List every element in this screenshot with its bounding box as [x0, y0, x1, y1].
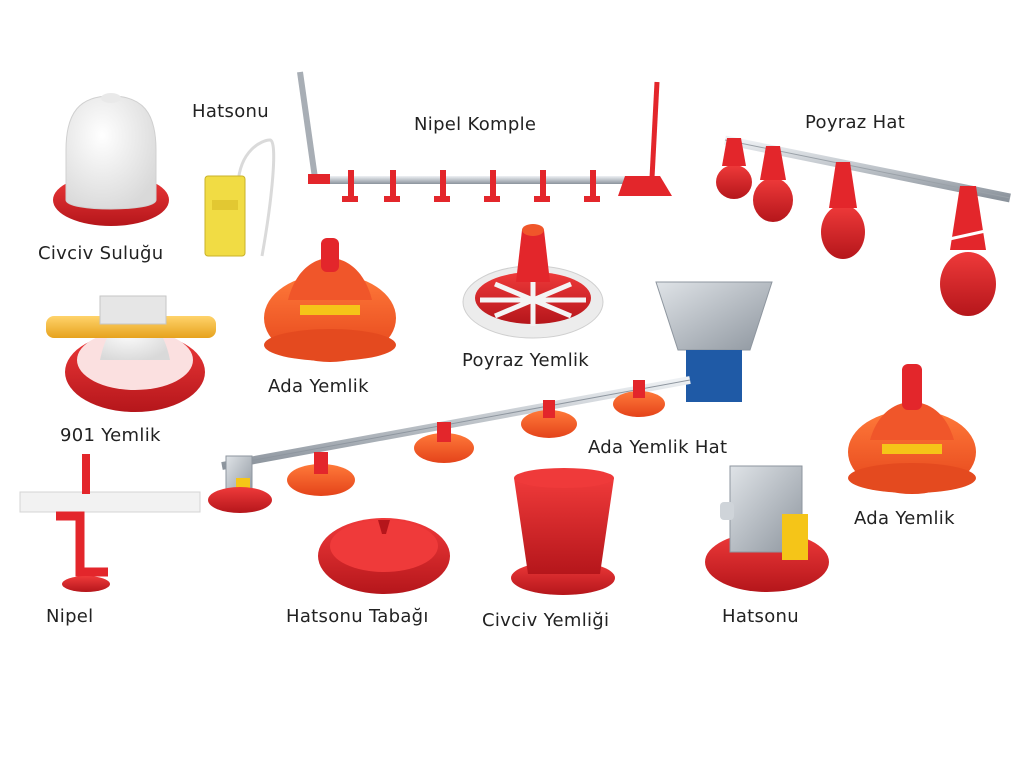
- label-nipel-komple: Nipel Komple: [414, 114, 537, 135]
- poyraz-yemlik-product: [462, 224, 604, 339]
- hatsonu-top-product: [204, 138, 276, 257]
- label-hatsonu-top: Hatsonu: [192, 101, 269, 122]
- label-civciv-sulugu: Civciv Suluğu: [38, 243, 164, 264]
- label-civciv-yemligi: Civciv Yemliği: [482, 610, 610, 631]
- ada-yemlik-right-product: [848, 364, 976, 494]
- civciv-sulugu-product: [53, 93, 169, 226]
- label-ada-yemlik-right: Ada Yemlik: [854, 508, 955, 529]
- label-ada-yemlik-left: Ada Yemlik: [268, 376, 369, 397]
- hatsonu-tabagi-product: [318, 518, 450, 594]
- ada-yemlik-left-product: [264, 238, 396, 362]
- label-901-yemlik: 901 Yemlik: [60, 425, 161, 446]
- label-poyraz-hat: Poyraz Hat: [805, 112, 906, 133]
- nipel-komple-product: [297, 71, 672, 202]
- hatsonu-bottom-product: [705, 465, 829, 592]
- ada-yemlik-hat-product: [208, 281, 773, 513]
- label-hatsonu-tabagi: Hatsonu Tabağı: [286, 606, 429, 627]
- label-hatsonu-bottom: Hatsonu: [722, 606, 799, 627]
- poyraz-hat-product: [716, 135, 1011, 316]
- civciv-yemligi-product: [511, 468, 615, 595]
- label-poyraz-yemlik: Poyraz Yemlik: [462, 350, 590, 371]
- nipel-product: [19, 454, 201, 592]
- yemlik-901-product: [46, 295, 216, 412]
- label-nipel: Nipel: [46, 606, 94, 627]
- label-ada-yemlik-hat: Ada Yemlik Hat: [588, 437, 728, 458]
